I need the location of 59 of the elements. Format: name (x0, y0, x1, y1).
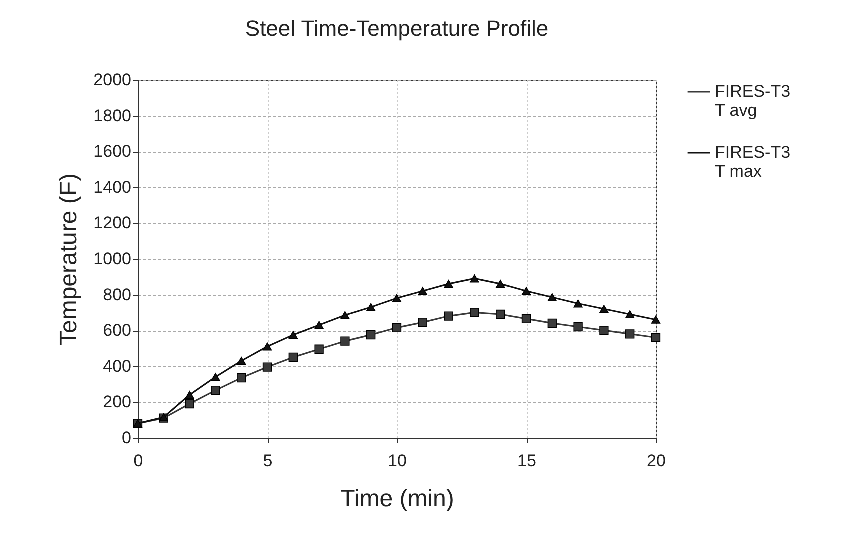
y-tick-label: 2000 (94, 70, 132, 90)
point (314, 321, 324, 330)
legend-label: FIRES-T3 T avg (715, 82, 791, 120)
x-axis-title: Time (min) (340, 486, 454, 512)
point (548, 318, 557, 328)
y-tick-label: 200 (103, 392, 132, 412)
point (237, 373, 246, 383)
point (496, 280, 506, 288)
point (262, 362, 272, 372)
point (600, 305, 609, 314)
point (340, 311, 350, 320)
x-tick-label: 0 (134, 452, 144, 470)
point (392, 294, 402, 302)
point (470, 308, 480, 318)
point (522, 314, 532, 324)
point (211, 386, 220, 396)
y-tick-label: 1200 (94, 214, 132, 233)
x-tick-label: 20 (647, 452, 666, 470)
y-tick-label: 1600 (94, 142, 132, 162)
point (626, 330, 635, 339)
point (522, 287, 532, 296)
point (288, 331, 298, 340)
point (392, 323, 402, 332)
point (185, 399, 194, 409)
point (340, 336, 350, 346)
point (444, 280, 454, 288)
point (496, 310, 506, 320)
x-tick-label: 5 (263, 452, 273, 470)
point (237, 357, 246, 366)
y-tick-label: 400 (103, 356, 132, 376)
point (262, 342, 272, 351)
x-tick-label: 10 (388, 452, 407, 470)
y-tick-label: 1400 (94, 178, 132, 197)
y-tick-label: 1800 (94, 106, 132, 126)
point (185, 391, 194, 400)
point (418, 287, 428, 296)
point (470, 274, 480, 283)
x-tick-label: 15 (518, 452, 536, 470)
y-tick-label: 800 (103, 285, 132, 304)
point (574, 300, 583, 308)
point (366, 330, 376, 340)
legend-label: FIRES-T3 T max (715, 143, 791, 181)
point (548, 293, 557, 302)
point (444, 312, 454, 321)
point (651, 333, 661, 342)
point (418, 318, 428, 328)
point (626, 310, 635, 319)
point (288, 352, 298, 362)
y-axis-title: Temperature (F) (56, 173, 83, 346)
y-tick-label: 0 (122, 428, 132, 448)
point (651, 316, 661, 324)
point (574, 322, 583, 332)
y-tick-label: 600 (103, 321, 132, 340)
point (314, 344, 324, 354)
point (366, 303, 376, 312)
chart-title: Steel Time-Temperature Profile (245, 16, 549, 41)
y-tick-label: 1000 (94, 250, 132, 268)
point (600, 326, 609, 336)
point (211, 373, 220, 382)
